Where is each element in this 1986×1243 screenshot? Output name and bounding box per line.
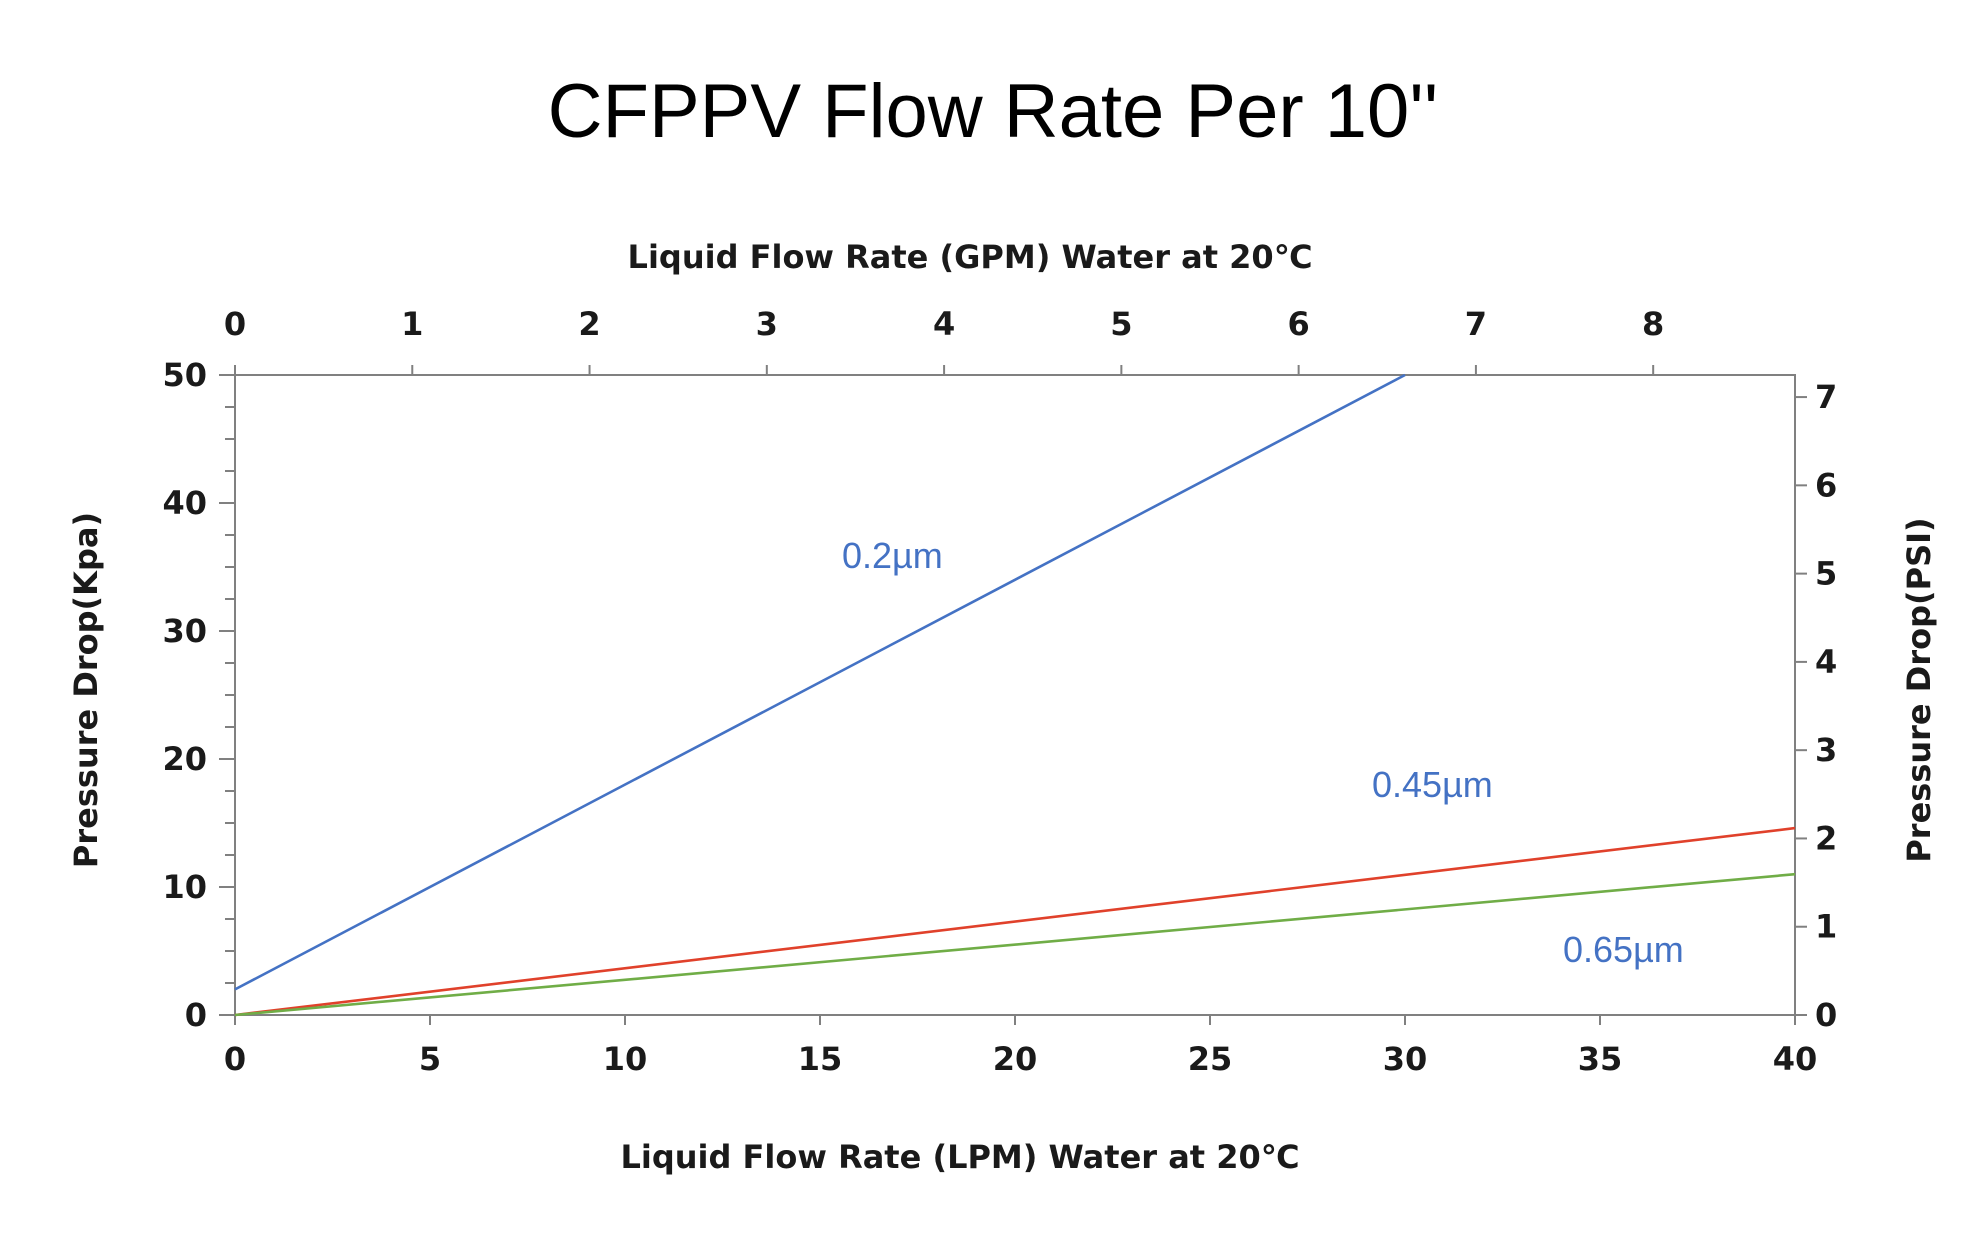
y2-tick-label: 3 <box>1815 731 1837 769</box>
right-axis-title: Pressure Drop(PSI) <box>1900 517 1938 862</box>
x-tick-label: 40 <box>1773 1040 1818 1078</box>
left-axis-title: Pressure Drop(Kpa) <box>67 512 105 868</box>
y2-tick-label: 1 <box>1815 908 1837 946</box>
x-tick-label: 25 <box>1188 1040 1233 1078</box>
series-label-0-65um: 0.65µm <box>1563 929 1684 970</box>
y-tick-label: 40 <box>162 484 207 522</box>
y-tick-label: 20 <box>162 740 207 778</box>
x2-tick-label: 7 <box>1465 305 1487 343</box>
y2-tick-label: 5 <box>1815 555 1837 593</box>
x2-tick-label: 6 <box>1288 305 1310 343</box>
x-tick-label: 15 <box>798 1040 843 1078</box>
x2-tick-label: 2 <box>578 305 600 343</box>
x2-tick-label: 1 <box>401 305 423 343</box>
bottom-axis-title: Liquid Flow Rate (LPM) Water at 20℃ <box>620 1138 1299 1176</box>
x2-tick-label: 4 <box>933 305 955 343</box>
y-tick-label: 10 <box>162 868 207 906</box>
x2-tick-label: 8 <box>1642 305 1664 343</box>
series-line-0-65-m <box>234 872 1796 1017</box>
x2-tick-label: 3 <box>756 305 778 343</box>
x2-tick-label: 0 <box>224 305 246 343</box>
series-line-0-45-m <box>234 826 1796 1017</box>
y-tick-label: 30 <box>162 612 207 650</box>
plot-frame <box>234 374 1796 1016</box>
y-tick-label: 50 <box>162 356 207 394</box>
x-tick-label: 20 <box>993 1040 1038 1078</box>
x-tick-label: 0 <box>224 1040 246 1078</box>
y-tick-label: 0 <box>185 996 207 1034</box>
y2-tick-label: 2 <box>1815 819 1837 857</box>
series-line-0-2-m <box>234 373 1406 991</box>
x-tick-label: 30 <box>1383 1040 1428 1078</box>
top-axis-title: Liquid Flow Rate (GPM) Water at 20℃ <box>628 238 1313 276</box>
series-label-0-2um: 0.2µm <box>842 535 943 576</box>
y2-tick-label: 6 <box>1815 466 1837 504</box>
y2-tick-label: 7 <box>1815 378 1837 416</box>
x-tick-label: 5 <box>419 1040 441 1078</box>
y2-tick-label: 4 <box>1815 643 1837 681</box>
y2-tick-label: 0 <box>1815 996 1837 1034</box>
chart-title: CFPPV Flow Rate Per 10'' <box>547 69 1439 154</box>
x-tick-label: 35 <box>1578 1040 1623 1078</box>
x-tick-label: 10 <box>603 1040 648 1078</box>
x2-tick-label: 5 <box>1110 305 1132 343</box>
series-label-0-45um: 0.45µm <box>1372 764 1493 805</box>
